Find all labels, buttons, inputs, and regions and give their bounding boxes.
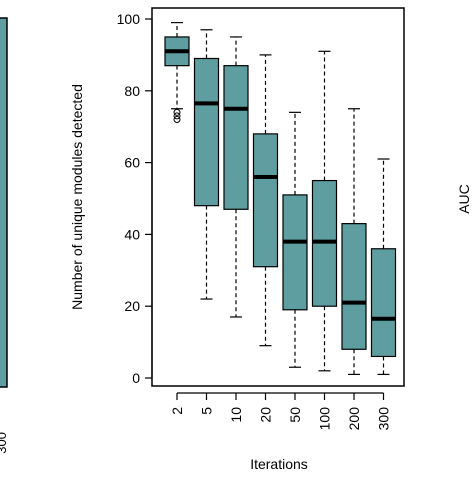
box-iqr [252,133,279,268]
box-iqr [370,248,397,358]
y-tick-label: 100 [117,11,141,27]
x-tick-label: 2 [169,407,185,415]
box-10 [223,36,249,318]
y-tick-label: 60 [124,155,140,171]
y-axis: 0 20 40 60 80 100 [117,11,153,386]
x-tick-label: 5 [199,407,215,415]
box-iqr [282,194,308,311]
x-tick-label: 200 [346,407,362,431]
box-20 [252,54,279,347]
box-200 [341,108,367,376]
box-series [164,21,397,376]
y-tick-label: 20 [124,298,140,314]
outlier-point [173,112,181,120]
x-axis-label: Iterations [250,456,308,472]
box-300 [370,158,397,376]
right-panel-auc-label: AUC [456,184,472,214]
x-tick-label: 100 [317,407,333,431]
x-tick-label: 300 [376,407,392,431]
y-tick-label: 80 [124,83,140,99]
left-panel-box-edge [0,17,8,388]
box-5 [193,29,220,300]
x-axis: 2 5 10 20 50 100 200 300 [169,392,392,431]
left-panel-tick-fragment: 300 [0,432,9,454]
left-neighbor-panel-fragment: 300 [0,17,9,454]
box-100 [311,50,338,372]
outlier-point [173,108,181,116]
box-iqr [223,65,249,210]
box-iqr [193,57,220,207]
x-tick-label: 50 [287,407,303,423]
y-tick-label: 40 [124,226,140,242]
x-tick-label: 20 [258,407,274,423]
outlier-point [173,116,181,124]
y-tick-label: 0 [132,370,140,386]
box-2 [164,21,190,124]
x-tick-label: 10 [228,407,244,423]
y-axis-label: Number of unique modules detected [69,84,85,310]
box-iqr [341,223,367,350]
box-50 [282,111,308,368]
